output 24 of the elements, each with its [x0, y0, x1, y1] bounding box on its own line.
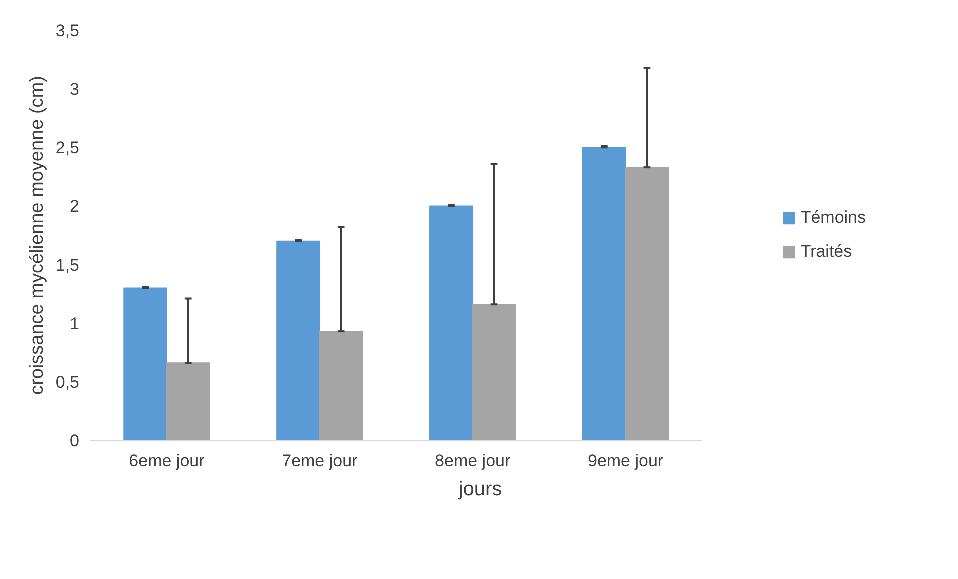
bar: [472, 304, 516, 440]
bar: [276, 240, 320, 440]
bar: [430, 206, 474, 440]
bar: [625, 167, 670, 440]
y-tick-label: 2,5: [56, 138, 80, 158]
x-axis-title: jours: [458, 478, 502, 500]
y-tick-label: 0,5: [56, 372, 80, 392]
legend-label: Traités: [800, 242, 852, 262]
bar: [166, 362, 210, 440]
x-tick-label: 6eme jour: [129, 452, 206, 470]
y-tick-label: 0: [70, 432, 80, 450]
y-tick-label: 2: [70, 197, 80, 216]
y-tick-label: 3: [70, 80, 80, 100]
bar: [319, 331, 364, 440]
x-tick-label: 7eme jour: [282, 452, 358, 470]
x-tick-label: 8eme jour: [435, 452, 511, 470]
bar: [582, 147, 626, 440]
y-tick-label: 3,5: [56, 22, 80, 40]
y-tick-label: 1: [70, 314, 80, 334]
y-axis-title: croissance mycélienne moyenne (cm): [26, 76, 48, 395]
legend-label: Témoins: [800, 208, 866, 228]
y-tick-label: 1,5: [56, 256, 80, 275]
x-tick-label: 9eme jour: [588, 452, 664, 470]
bar: [124, 288, 168, 440]
